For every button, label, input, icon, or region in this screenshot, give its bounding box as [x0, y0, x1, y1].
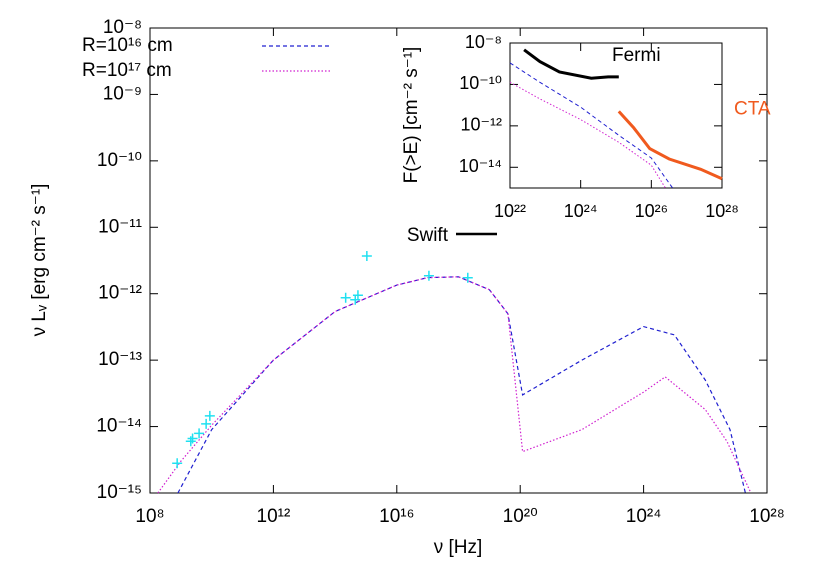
series-line [617, 110, 723, 181]
inset-frame [509, 42, 723, 189]
series-label: CTA [734, 98, 771, 119]
y-tick-label: 10⁻¹⁰ [97, 150, 142, 171]
y-tick-label: 10⁻¹⁰ [459, 73, 502, 93]
x-tick-label: 10²⁴ [626, 506, 662, 527]
data-point [352, 290, 363, 301]
x-tick-label: 10²⁰ [503, 506, 538, 527]
series-line [157, 276, 752, 494]
y-tick-label: 10⁻⁸ [103, 17, 142, 38]
data-point [204, 410, 215, 421]
series-line [509, 81, 666, 189]
x-tick-label: 10¹⁶ [379, 506, 414, 527]
y-tick-label: 10⁻¹¹ [98, 216, 142, 237]
y-tick-label: 10⁻¹⁴ [96, 416, 142, 437]
x-tick-label: 10²⁴ [564, 201, 598, 221]
x-tick-label: 10²⁸ [705, 201, 739, 221]
x-axis-label: ν [Hz] [434, 537, 483, 558]
series-line [523, 48, 619, 80]
x-tick-label: 10²⁸ [749, 506, 784, 527]
data-point [172, 458, 183, 469]
data-point [423, 270, 434, 281]
data-point [194, 428, 205, 439]
y-tick-label: 10⁻¹⁵ [97, 482, 142, 503]
y-tick-label: 10⁻⁸ [465, 32, 502, 52]
data-point [462, 272, 473, 283]
legend-label: R=10¹⁶ cm [82, 35, 173, 56]
data-point [361, 250, 372, 261]
y-tick-label: 10⁻¹³ [98, 349, 142, 370]
y-axis-label: ν Lᵥ [erg cm⁻² s⁻¹] [29, 184, 50, 337]
y-tick-label: 10⁻¹⁴ [459, 156, 502, 176]
x-tick-label: 10²² [494, 201, 526, 221]
x-tick-label: 10²⁶ [635, 201, 668, 221]
y-tick-label: 10⁻⁹ [103, 83, 142, 104]
x-tick-label: 10⁸ [135, 506, 164, 527]
series-line [177, 276, 746, 494]
series-label: Fermi [612, 45, 661, 66]
data-point [187, 433, 198, 444]
x-tick-label: 10¹² [257, 506, 291, 527]
series-line [509, 62, 674, 189]
legend-label: R=10¹⁷ cm [82, 60, 172, 81]
annotation: Swift [407, 225, 449, 246]
y-tick-label: 10⁻¹² [460, 115, 502, 135]
plot-frame [149, 27, 768, 494]
data-point [340, 292, 351, 303]
data-point [201, 418, 212, 429]
y-tick-label: 10⁻¹² [98, 283, 142, 304]
inset-y-axis-label: F(>E) [cm⁻² s⁻¹] [401, 47, 422, 184]
data-point [350, 294, 361, 305]
